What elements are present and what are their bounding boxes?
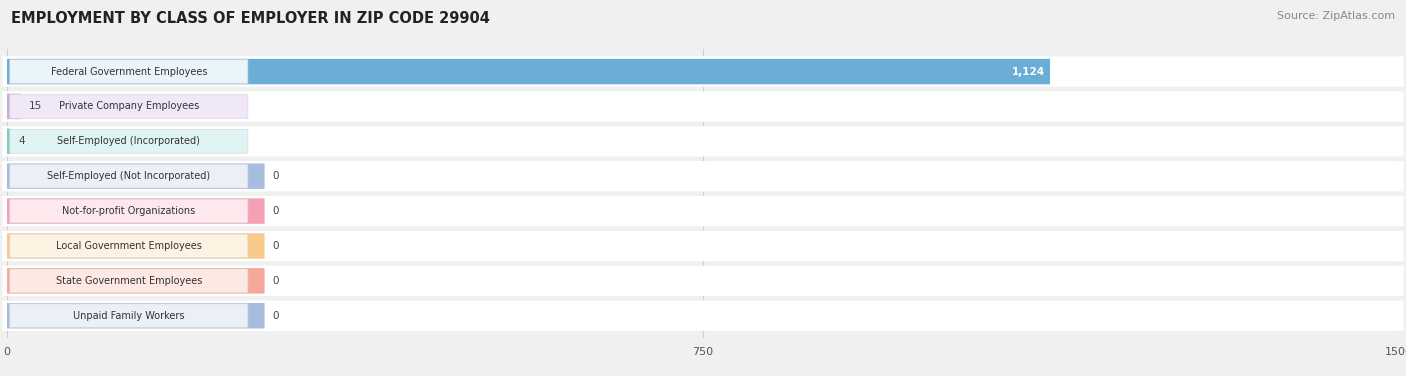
FancyBboxPatch shape: [7, 94, 21, 119]
Text: Self-Employed (Not Incorporated): Self-Employed (Not Incorporated): [48, 171, 211, 181]
FancyBboxPatch shape: [10, 234, 247, 258]
Text: Private Company Employees: Private Company Employees: [59, 102, 200, 111]
Text: 0: 0: [271, 276, 278, 286]
Text: State Government Employees: State Government Employees: [56, 276, 202, 286]
FancyBboxPatch shape: [3, 161, 1403, 191]
Text: Self-Employed (Incorporated): Self-Employed (Incorporated): [58, 136, 200, 146]
Text: 0: 0: [271, 241, 278, 251]
FancyBboxPatch shape: [3, 196, 1403, 226]
FancyBboxPatch shape: [7, 303, 264, 329]
Text: 0: 0: [271, 311, 278, 321]
FancyBboxPatch shape: [10, 199, 247, 223]
Text: 1,124: 1,124: [1011, 67, 1045, 77]
FancyBboxPatch shape: [7, 268, 264, 294]
FancyBboxPatch shape: [7, 59, 1050, 84]
FancyBboxPatch shape: [10, 95, 247, 118]
FancyBboxPatch shape: [7, 233, 264, 259]
Text: Local Government Employees: Local Government Employees: [56, 241, 202, 251]
Text: EMPLOYMENT BY CLASS OF EMPLOYER IN ZIP CODE 29904: EMPLOYMENT BY CLASS OF EMPLOYER IN ZIP C…: [11, 11, 491, 26]
Text: 4: 4: [18, 136, 25, 146]
FancyBboxPatch shape: [10, 129, 247, 153]
Text: Unpaid Family Workers: Unpaid Family Workers: [73, 311, 184, 321]
FancyBboxPatch shape: [10, 269, 247, 293]
Text: Federal Government Employees: Federal Government Employees: [51, 67, 207, 77]
FancyBboxPatch shape: [3, 126, 1403, 156]
Text: 15: 15: [28, 102, 42, 111]
Text: 0: 0: [271, 206, 278, 216]
FancyBboxPatch shape: [10, 60, 247, 83]
FancyBboxPatch shape: [3, 56, 1403, 87]
FancyBboxPatch shape: [7, 129, 11, 154]
FancyBboxPatch shape: [3, 231, 1403, 261]
FancyBboxPatch shape: [3, 266, 1403, 296]
Text: 0: 0: [271, 171, 278, 181]
FancyBboxPatch shape: [3, 91, 1403, 121]
FancyBboxPatch shape: [7, 164, 264, 189]
FancyBboxPatch shape: [7, 199, 264, 224]
FancyBboxPatch shape: [3, 300, 1403, 331]
Text: Source: ZipAtlas.com: Source: ZipAtlas.com: [1277, 11, 1395, 21]
FancyBboxPatch shape: [10, 304, 247, 327]
Text: Not-for-profit Organizations: Not-for-profit Organizations: [62, 206, 195, 216]
FancyBboxPatch shape: [10, 164, 247, 188]
